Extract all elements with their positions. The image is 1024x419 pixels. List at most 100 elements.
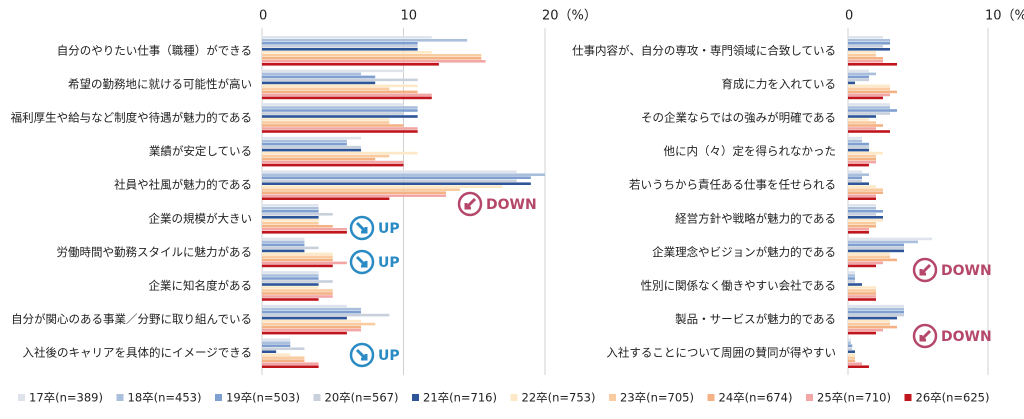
trend-badge: UP <box>349 215 400 241</box>
bar <box>262 213 333 216</box>
bar <box>848 154 876 158</box>
bar <box>262 51 432 54</box>
bar <box>848 231 869 234</box>
bar <box>848 298 876 301</box>
bar <box>262 136 362 140</box>
legend-label: 19卒(n=503) <box>226 391 300 405</box>
bar <box>262 261 347 265</box>
bar <box>262 210 319 213</box>
x-tick-label: 0 <box>259 9 267 24</box>
bar <box>262 75 376 79</box>
bar <box>262 243 305 247</box>
bar <box>262 103 404 106</box>
bar <box>848 51 876 54</box>
category-label: 企業理念やビジョンが魅力的である <box>652 245 836 259</box>
bar <box>848 115 876 118</box>
bar <box>848 170 862 173</box>
badge-arrow <box>355 255 368 268</box>
legend-swatch <box>116 394 124 401</box>
category-label: 希望の勤務地に就ける可能性が高い <box>68 77 252 91</box>
bar <box>262 176 531 179</box>
bar <box>262 130 418 133</box>
legend-label: 21卒(n=716) <box>423 391 497 405</box>
bar <box>262 39 468 42</box>
bar <box>848 252 890 256</box>
bar <box>262 173 545 176</box>
bar <box>262 115 418 118</box>
bar <box>848 228 869 231</box>
bar <box>262 289 333 292</box>
bar <box>848 310 904 314</box>
bar <box>262 283 319 286</box>
bar <box>262 225 333 228</box>
bar <box>262 365 319 368</box>
bar <box>848 194 876 197</box>
legend-swatch <box>18 394 25 401</box>
trend-badge: UP <box>349 342 400 368</box>
badge-arrow <box>919 263 932 276</box>
bar <box>848 210 883 213</box>
bar <box>262 124 404 127</box>
bar <box>848 243 904 247</box>
bar <box>848 139 862 143</box>
bar <box>262 328 362 332</box>
trend-badge: DOWN <box>912 257 992 283</box>
badge-arrow <box>919 329 932 342</box>
bar <box>262 127 418 130</box>
x-tick-label: 20（%） <box>542 9 597 24</box>
bar <box>848 103 890 106</box>
bar <box>262 319 362 323</box>
bar <box>262 194 446 197</box>
bar <box>848 325 897 329</box>
bar <box>848 78 869 82</box>
bar <box>848 331 876 335</box>
bar <box>262 139 347 143</box>
legend-swatch <box>313 394 321 401</box>
bar <box>848 96 883 100</box>
legend-label: 23卒(n=705) <box>620 391 694 405</box>
legend-swatch <box>609 394 616 401</box>
bar <box>262 362 319 365</box>
bar <box>262 96 432 100</box>
bar <box>848 307 904 311</box>
bar <box>262 36 432 39</box>
bar <box>848 225 876 228</box>
bar <box>848 173 869 176</box>
bar <box>848 81 855 85</box>
badge-text: DOWN <box>941 329 992 345</box>
bar <box>262 353 291 356</box>
bar <box>262 182 531 185</box>
bar <box>848 277 855 280</box>
bar <box>262 48 418 51</box>
bar <box>848 344 853 347</box>
bar <box>262 338 291 341</box>
legend-label: 18卒(n=453) <box>128 391 202 405</box>
bar <box>848 84 890 88</box>
bar <box>262 356 305 359</box>
bar <box>848 304 904 308</box>
legend-label: 25卒(n=710) <box>817 391 891 405</box>
bar <box>262 109 418 112</box>
bar <box>848 127 876 130</box>
bar <box>262 188 461 191</box>
bar <box>848 93 890 97</box>
bar <box>262 142 347 146</box>
bar <box>262 313 390 317</box>
bar <box>262 216 319 219</box>
bar <box>848 142 869 146</box>
bar <box>848 365 869 368</box>
bar <box>262 145 362 149</box>
legend-label: 17卒(n=389) <box>29 391 103 405</box>
bar <box>848 185 876 188</box>
badge-text: DOWN <box>941 263 992 279</box>
bar <box>848 240 918 244</box>
legend-swatch <box>904 394 912 401</box>
category-label: 経営方針や戦略が魅力的である <box>675 211 836 225</box>
bar <box>262 42 418 45</box>
bar <box>848 222 876 225</box>
bar <box>848 246 904 250</box>
bar <box>262 179 517 182</box>
bar <box>262 87 390 91</box>
legend-swatch <box>412 394 419 401</box>
bar <box>262 271 319 274</box>
